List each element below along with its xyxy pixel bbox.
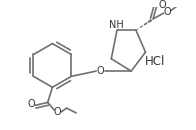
Text: O: O xyxy=(159,0,166,10)
Text: O: O xyxy=(163,7,171,17)
Text: HCl: HCl xyxy=(145,55,165,68)
Text: O: O xyxy=(28,99,35,109)
Text: NH: NH xyxy=(109,20,123,30)
Text: O: O xyxy=(96,66,104,76)
Text: O: O xyxy=(53,107,61,117)
